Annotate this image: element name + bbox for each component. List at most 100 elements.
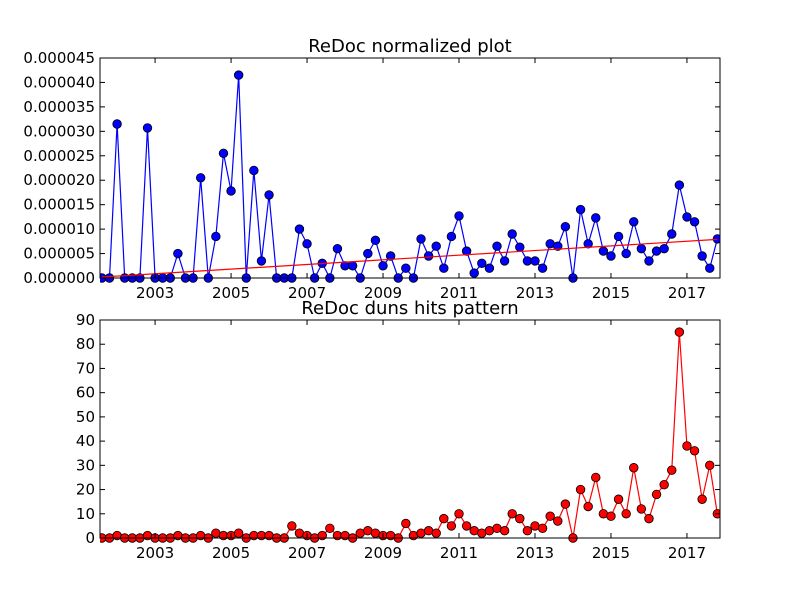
data-point: [674, 327, 685, 337]
data-point: [644, 513, 654, 524]
data-point: [195, 173, 206, 183]
data-point: [294, 224, 305, 234]
y-tick-label: 0: [85, 529, 95, 547]
data-point: [705, 460, 715, 471]
data-point: [667, 465, 677, 475]
data-point: [644, 256, 654, 266]
data-point: [317, 530, 327, 541]
x-tick-label: 2005: [212, 284, 250, 302]
data-point: [522, 526, 533, 536]
data-point: [705, 263, 715, 273]
data-point: [499, 256, 510, 266]
x-tick-label: 2017: [668, 544, 706, 562]
data-point: [439, 513, 449, 524]
data-point: [667, 229, 677, 239]
y-tick-label: 90: [76, 311, 95, 329]
data-point: [218, 148, 229, 159]
data-point: [233, 528, 244, 538]
data-point: [606, 251, 616, 261]
data-point: [477, 258, 487, 269]
data-point: [416, 234, 426, 244]
data-point: [507, 229, 517, 239]
data-point: [461, 521, 472, 531]
data-point: [431, 241, 441, 251]
data-point: [613, 494, 624, 504]
y-tick-label: 50: [76, 408, 95, 426]
x-tick-label: 2011: [440, 544, 478, 562]
data-point: [530, 256, 540, 266]
data-point: [226, 186, 236, 196]
plot-area: [100, 70, 720, 283]
data-point: [302, 239, 312, 249]
data-point: [553, 241, 563, 251]
y-tick-label: 70: [76, 359, 95, 377]
data-point: [651, 489, 662, 500]
data-point: [689, 217, 700, 227]
data-point: [515, 513, 525, 524]
x-tick-label: 2009: [364, 284, 402, 302]
data-point: [112, 119, 122, 129]
data-point: [636, 243, 647, 254]
data-point: [142, 123, 153, 133]
data-line: [101, 238, 718, 278]
data-point: [575, 484, 586, 495]
data-point: [537, 523, 548, 534]
data-point: [233, 70, 244, 80]
data-point: [446, 521, 457, 531]
x-tick-label: 2015: [592, 284, 630, 302]
y-tick-label: 0.000005: [23, 245, 95, 263]
data-point: [287, 521, 297, 531]
data-point: [560, 499, 571, 509]
y-tick-label: 0.000045: [23, 49, 95, 67]
data-point: [621, 248, 631, 259]
chart-title: ReDoc duns hits pattern: [301, 298, 518, 319]
data-point: [560, 221, 571, 232]
data-point: [507, 509, 517, 519]
data-point: [606, 511, 616, 521]
data-point: [629, 217, 639, 227]
x-tick-label: 2003: [136, 544, 174, 562]
data-point: [454, 211, 464, 221]
data-point: [423, 251, 434, 261]
data-point: [461, 246, 472, 256]
data-point: [697, 494, 707, 504]
data-point: [256, 256, 267, 266]
x-tick-label: 2003: [136, 284, 174, 302]
data-point: [431, 528, 441, 538]
data-point: [492, 241, 502, 251]
y-tick-label: 0.000030: [23, 122, 95, 140]
y-tick-label: 10: [76, 505, 95, 523]
data-point: [401, 263, 411, 273]
y-tick-label: 60: [76, 384, 95, 402]
x-tick-label: 2013: [516, 284, 554, 302]
data-line: [101, 332, 718, 539]
data-point: [682, 441, 692, 451]
y-tick-label: 0.000035: [23, 98, 95, 116]
data-point: [591, 213, 601, 223]
data-point: [515, 242, 525, 252]
data-point: [682, 212, 692, 222]
x-tick-label: 2011: [440, 284, 478, 302]
data-point: [659, 243, 669, 254]
y-tick-label: 0.000000: [23, 269, 95, 287]
x-tick-label: 2007: [288, 284, 326, 302]
chart-title: ReDoc normalized plot: [308, 36, 512, 57]
data-point: [629, 463, 639, 473]
data-point: [401, 518, 411, 529]
data-point: [583, 501, 593, 512]
y-tick-label: 30: [76, 456, 95, 474]
data-point: [446, 231, 457, 242]
data-point: [325, 523, 335, 534]
axes-frame: [99, 57, 721, 279]
data-point: [454, 509, 464, 519]
data-point: [553, 516, 563, 526]
axes-frame: [99, 319, 721, 539]
x-tick-label: 2017: [668, 284, 706, 302]
data-point: [370, 235, 381, 246]
plot-area: [100, 327, 720, 543]
data-line: [101, 75, 718, 280]
data-point: [583, 239, 593, 249]
data-point: [636, 504, 647, 514]
data-point: [591, 472, 601, 483]
x-tick-label: 2015: [592, 544, 630, 562]
